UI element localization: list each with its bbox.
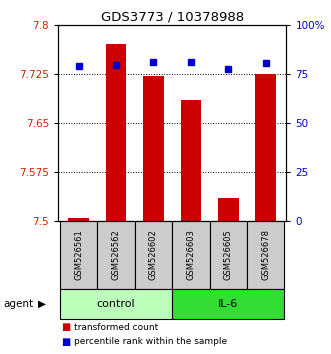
Bar (60, 221, 97, 289)
Bar (172, 289, 284, 319)
Text: ■: ■ (61, 337, 71, 347)
Text: GSM526562: GSM526562 (112, 229, 120, 280)
Text: ■: ■ (61, 322, 71, 332)
Text: control: control (97, 298, 135, 309)
Bar (60, 289, 172, 319)
Text: percentile rank within the sample: percentile rank within the sample (74, 337, 228, 346)
Text: GSM526603: GSM526603 (186, 229, 195, 280)
Text: GSM526561: GSM526561 (74, 229, 83, 280)
Bar (135, 221, 172, 289)
Bar (247, 221, 284, 289)
Bar (106, 45, 126, 221)
Bar (256, 74, 276, 221)
Text: GSM526605: GSM526605 (224, 229, 233, 280)
Bar (180, 100, 201, 221)
Text: transformed count: transformed count (74, 323, 159, 332)
Bar (210, 221, 247, 289)
Bar (68, 218, 89, 221)
Title: GDS3773 / 10378988: GDS3773 / 10378988 (101, 11, 244, 24)
Text: GSM526602: GSM526602 (149, 229, 158, 280)
Bar (218, 198, 239, 221)
Text: agent: agent (3, 298, 33, 309)
Text: IL-6: IL-6 (218, 298, 238, 309)
Bar (97, 221, 135, 289)
Text: GSM526678: GSM526678 (261, 229, 270, 280)
Text: ▶: ▶ (38, 298, 46, 309)
Bar (143, 76, 164, 221)
Bar (172, 221, 210, 289)
